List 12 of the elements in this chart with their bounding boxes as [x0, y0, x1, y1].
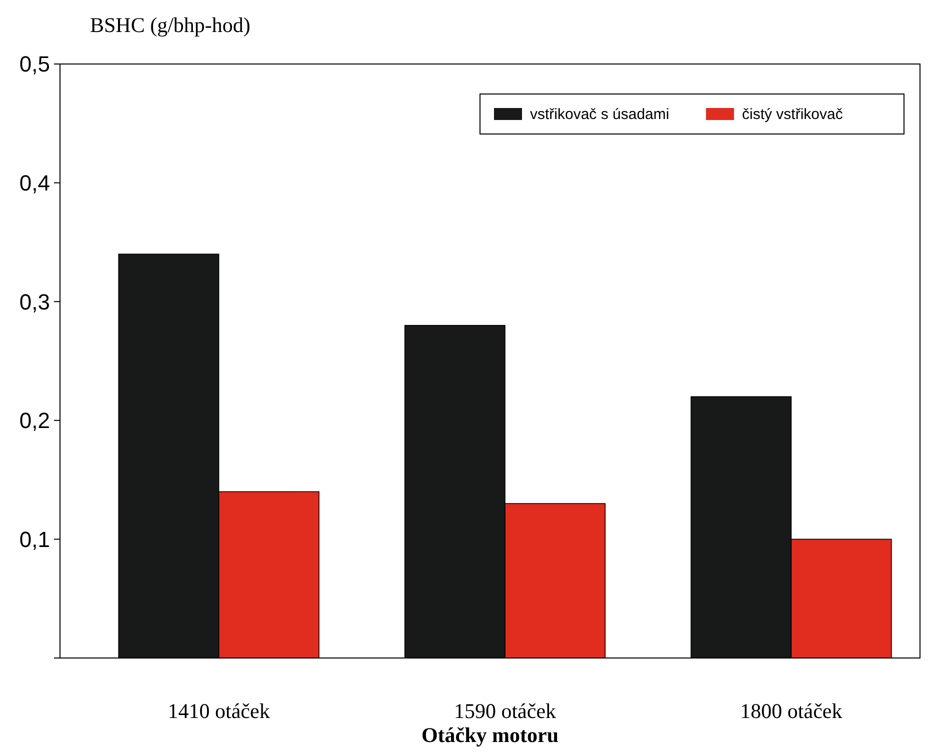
x-tick-label: 1590 otáček: [454, 699, 557, 723]
y-axis-title: BSHC (g/bhp-hod): [90, 13, 250, 37]
x-tick-label: 1410 otáček: [168, 699, 270, 723]
y-tick-label: 0,3: [19, 289, 50, 314]
y-tick-label: 0,2: [19, 408, 50, 434]
y-tick-label: 0,5: [19, 52, 50, 77]
y-tick-label: 0,1: [19, 526, 50, 552]
x-axis-title: Otáčky motoru: [421, 723, 559, 747]
y-tick-label: 0,4: [19, 170, 50, 196]
legend-label: vstřikovač s úsadami: [530, 106, 670, 123]
x-tick-label: 1800 otáček: [740, 699, 843, 723]
legend-label: čistý vstřikovač: [742, 106, 844, 123]
